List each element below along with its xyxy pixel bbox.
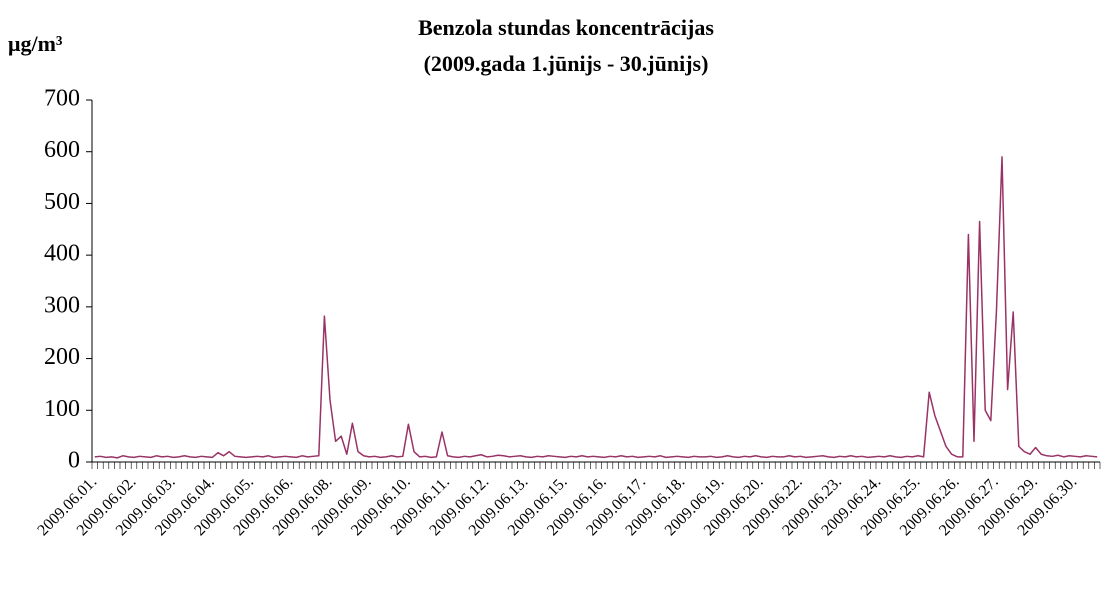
y-tick-label: 500 xyxy=(44,189,80,215)
y-axis-label: μg/m³ xyxy=(8,31,63,56)
chart-title: Benzola stundas koncentrācijas xyxy=(418,15,714,40)
y-tick-label: 700 xyxy=(44,86,80,112)
y-tick-label: 100 xyxy=(44,396,80,422)
y-tick-label: 200 xyxy=(44,344,80,370)
chart-subtitle: (2009.gada 1.jūnijs - 30.jūnijs) xyxy=(424,51,709,76)
data-line xyxy=(94,156,1098,459)
y-tick-label: 400 xyxy=(44,241,80,267)
y-tick-label: 300 xyxy=(44,292,80,318)
y-tick-label: 0 xyxy=(68,448,80,474)
y-tick-label: 600 xyxy=(44,137,80,163)
